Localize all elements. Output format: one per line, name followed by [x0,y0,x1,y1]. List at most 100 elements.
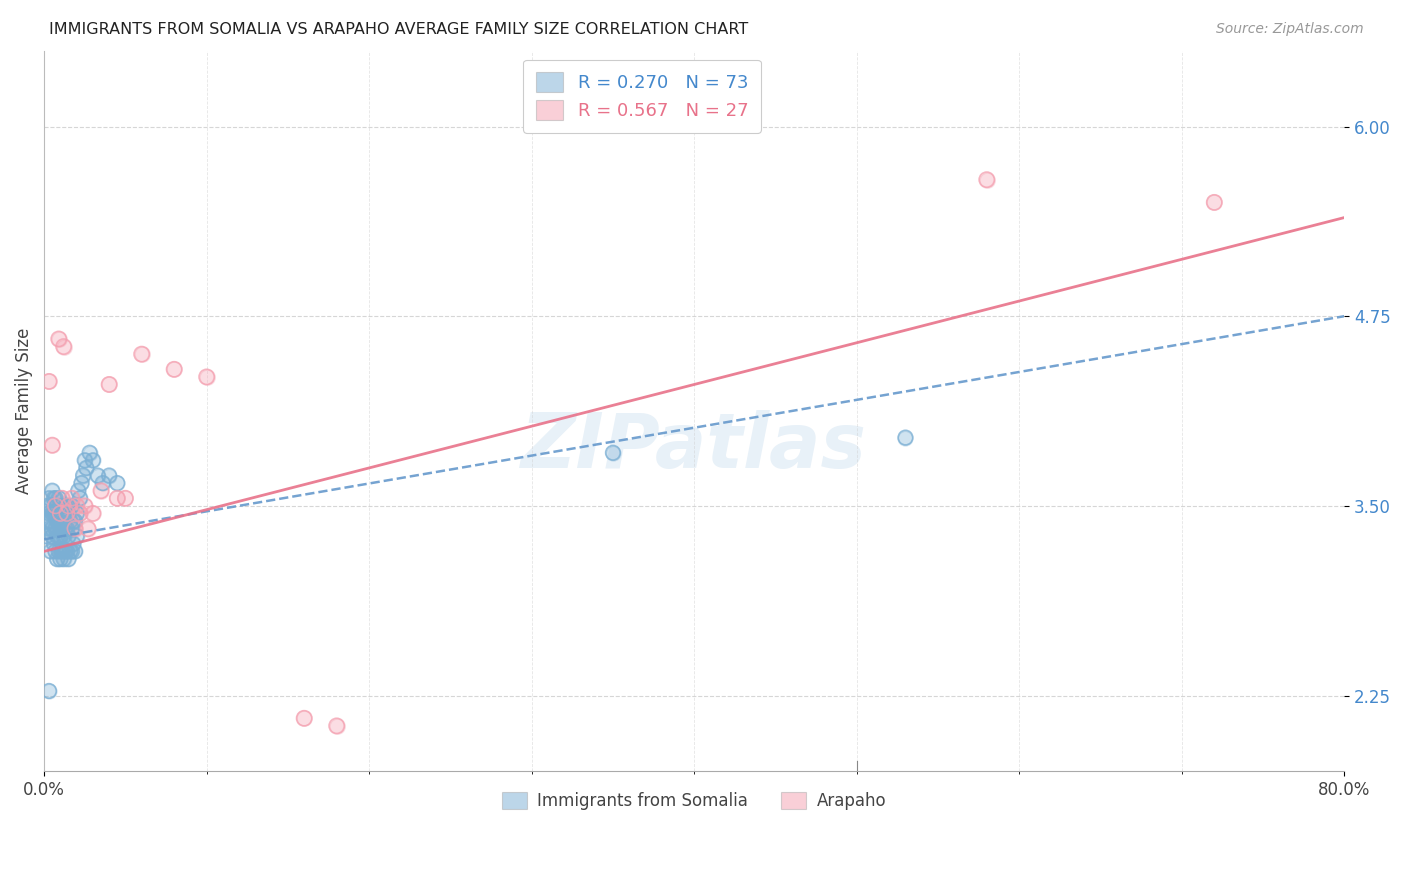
Point [42,507,65,521]
Point [63,544,86,558]
Point [59,544,82,558]
Point [79,446,101,460]
Point [58,552,80,566]
Point [56,522,79,536]
Point [52,552,75,566]
Point [48,529,70,543]
Point [41,529,63,543]
Point [46,529,69,543]
Point [42,491,65,506]
Point [51,544,73,558]
Point [82,453,104,467]
Point [41,529,63,543]
Text: ZIPatlas: ZIPatlas [522,410,868,484]
Point [46,552,69,566]
Point [58,529,80,543]
Point [53,499,76,513]
Point [67,483,90,498]
Point [56,507,79,521]
Point [87,468,110,483]
Point [976,172,998,186]
Point [46,514,69,528]
Point [79,446,101,460]
Point [67,483,90,498]
Point [44,491,66,506]
Point [69,491,91,506]
Point [52,340,75,354]
Point [82,453,104,467]
Point [48,332,70,346]
Point [70,476,93,491]
Point [38,684,60,698]
Point [58,499,80,513]
Point [56,544,79,558]
Legend: Immigrants from Somalia, Arapaho: Immigrants from Somalia, Arapaho [495,786,893,817]
Point [46,514,69,528]
Point [52,507,75,521]
Point [131,347,153,361]
Point [63,522,86,536]
Point [65,529,87,543]
Point [65,507,87,521]
Point [49,529,72,543]
Point [98,377,121,392]
Point [49,499,72,513]
Point [51,499,73,513]
Point [602,446,624,460]
Point [46,529,69,543]
Point [105,491,128,506]
Point [60,544,83,558]
Point [48,514,70,528]
Point [98,468,121,483]
Point [87,468,110,483]
Point [59,544,82,558]
Point [53,499,76,513]
Point [58,552,80,566]
Point [41,522,63,536]
Point [325,719,347,733]
Point [82,507,104,521]
Text: Source: ZipAtlas.com: Source: ZipAtlas.com [1216,22,1364,37]
Point [37,499,59,513]
Point [53,522,76,536]
Point [77,522,100,536]
Point [41,507,63,521]
Point [62,514,84,528]
Point [39,499,62,513]
Point [195,370,218,384]
Point [48,332,70,346]
Point [56,544,79,558]
Point [75,461,97,475]
Point [72,468,94,483]
Point [37,514,59,528]
Point [73,453,96,467]
Point [44,522,66,536]
Point [58,529,80,543]
Point [56,499,79,513]
Point [131,347,153,361]
Point [894,431,917,445]
Point [58,507,80,521]
Point [60,522,83,536]
Point [195,370,218,384]
Point [51,544,73,558]
Point [114,491,136,506]
Point [163,362,186,376]
Point [77,522,100,536]
Point [60,522,83,536]
Point [53,544,76,558]
Point [39,514,62,528]
Point [51,522,73,536]
Point [65,499,87,513]
Point [37,514,59,528]
Point [49,552,72,566]
Point [48,529,70,543]
Point [52,529,75,543]
Point [42,537,65,551]
Point [114,491,136,506]
Point [69,507,91,521]
Point [976,172,998,186]
Point [65,507,87,521]
Point [41,507,63,521]
Point [91,476,114,491]
